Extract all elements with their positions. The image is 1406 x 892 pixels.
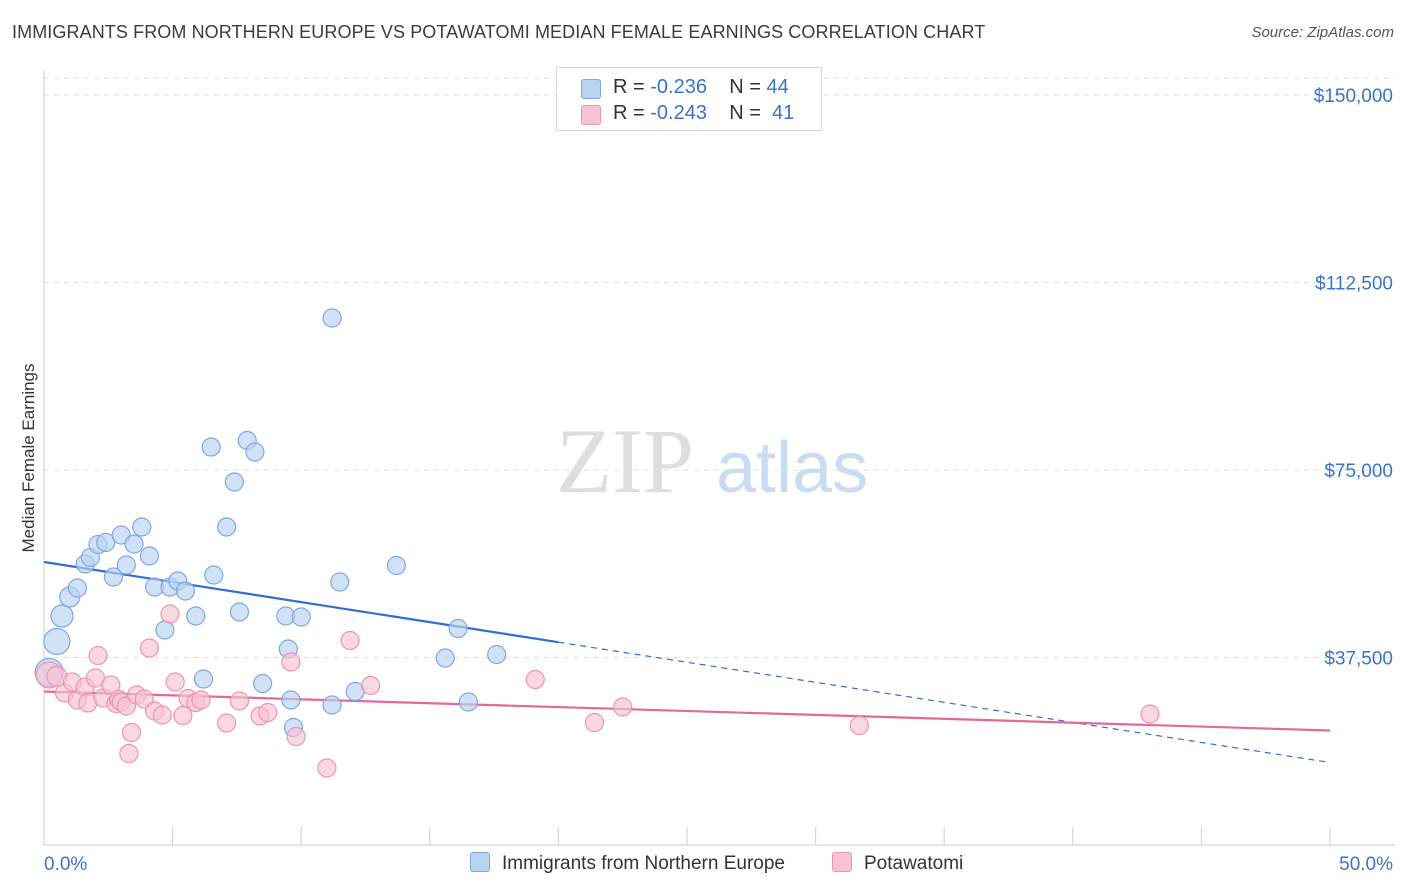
point-northern-europe [448, 618, 468, 639]
point-northern-europe [224, 472, 244, 492]
point-northern-europe [281, 690, 301, 710]
legend-n-label: N = [729, 76, 761, 98]
point-northern-europe [116, 555, 136, 575]
point-potawatomi [613, 697, 633, 717]
point-potawatomi [317, 758, 337, 778]
point-potawatomi [152, 705, 172, 725]
point-potawatomi [525, 669, 545, 690]
y-tick-label: $75,000 [1324, 461, 1393, 482]
legend-r-value: -0.236 [650, 76, 707, 98]
legend-n-value: 44 [766, 76, 789, 98]
point-potawatomi [281, 652, 301, 672]
point-northern-europe [322, 695, 342, 715]
point-northern-europe [458, 692, 478, 712]
point-northern-europe [291, 607, 311, 627]
trend-lines [43, 560, 1331, 764]
watermark-zip: ZIP [556, 410, 694, 512]
point-northern-europe [43, 627, 71, 656]
y-tick-label: $37,500 [1324, 649, 1393, 670]
point-potawatomi [584, 712, 605, 733]
y-tick-label: $150,000 [1314, 86, 1393, 107]
data-points [34, 308, 1160, 778]
legend-swatch-blue [581, 79, 601, 99]
point-northern-europe [330, 572, 350, 592]
point-northern-europe [96, 532, 116, 553]
grid-lines [44, 77, 1395, 658]
point-northern-europe [175, 581, 196, 601]
tick-labels: $37,500 $75,000 $112,500 $150,000 0.0% 50.0% [44, 86, 1393, 875]
point-potawatomi [88, 645, 108, 666]
bottom-legend-potawatomi: Potawatomi [832, 852, 963, 875]
legend-r-value: -0.243 [650, 102, 707, 124]
point-northern-europe [155, 620, 175, 640]
legend-box: R = -0.236 N = 44 R = -0.243 N = 41 [556, 67, 822, 131]
point-northern-europe [193, 669, 214, 689]
trend-line-northern-europe-extension [558, 641, 1331, 764]
point-northern-europe [132, 517, 152, 537]
point-potawatomi [121, 722, 142, 743]
point-potawatomi [1140, 704, 1160, 724]
chart-title: IMMIGRANTS FROM NORTHERN EUROPE VS POTAW… [12, 22, 986, 42]
point-potawatomi [191, 690, 211, 710]
bottom-legend-northern-europe: Immigrants from Northern Europe [470, 852, 785, 875]
legend-r-label: R = [613, 102, 645, 124]
bottom-legend-label: Immigrants from Northern Europe [502, 853, 785, 874]
point-northern-europe [204, 565, 224, 585]
point-northern-europe [50, 604, 74, 628]
axes [43, 70, 1395, 846]
legend-n-value: 41 [772, 102, 795, 124]
point-northern-europe [386, 555, 406, 576]
point-potawatomi [258, 702, 278, 723]
point-northern-europe [186, 606, 206, 626]
point-northern-europe [435, 648, 455, 668]
point-northern-europe [217, 517, 237, 537]
bottom-legend-swatch-blue [470, 852, 490, 872]
point-northern-europe [201, 437, 221, 457]
source-label: Source: ZipAtlas.com [1251, 24, 1394, 41]
point-northern-europe [245, 442, 265, 462]
trend-line-northern-europe [43, 560, 559, 644]
y-axis-label: Median Female Earnings [19, 364, 38, 553]
legend-n-label: N = [729, 102, 761, 124]
watermark-atlas: atlas [716, 428, 868, 508]
point-potawatomi [139, 638, 160, 658]
point-potawatomi [165, 672, 185, 692]
bottom-legend-label: Potawatomi [864, 853, 964, 874]
y-tick-label: $112,500 [1315, 274, 1393, 295]
point-northern-europe [67, 578, 88, 598]
trend-line-potawatomi [43, 690, 1331, 732]
point-northern-europe [322, 308, 342, 328]
point-potawatomi [217, 713, 237, 733]
point-northern-europe [139, 546, 160, 566]
point-northern-europe [253, 673, 273, 694]
point-potawatomi [361, 675, 381, 696]
point-potawatomi [229, 691, 250, 711]
point-northern-europe [124, 534, 144, 554]
point-potawatomi [160, 604, 180, 624]
legend-r-label: R = [613, 76, 645, 98]
point-potawatomi [849, 715, 869, 736]
point-potawatomi [119, 743, 139, 764]
point-northern-europe [103, 567, 124, 587]
point-northern-europe [229, 602, 250, 622]
x-tick-label-max: 50.0% [1339, 854, 1393, 875]
point-potawatomi [286, 726, 306, 747]
point-potawatomi [340, 630, 360, 651]
legend-swatch-pink [581, 105, 601, 125]
watermark: ZIP atlas [556, 410, 868, 512]
x-tick-label-min: 0.0% [44, 854, 87, 875]
bottom-legend-swatch-pink [832, 852, 852, 872]
point-northern-europe [487, 644, 507, 665]
